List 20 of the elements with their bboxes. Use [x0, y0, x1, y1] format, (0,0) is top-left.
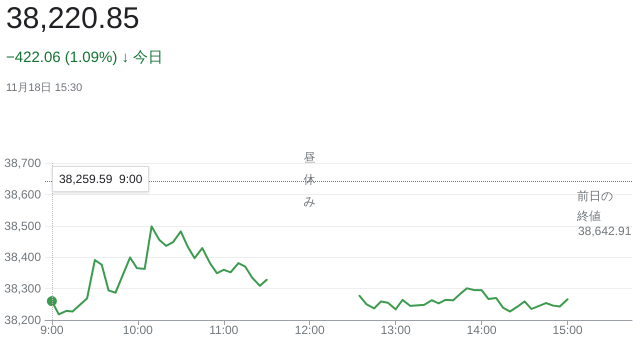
y-tick-label: 38,200: [4, 313, 42, 327]
y-tick-label: 38,700: [4, 156, 42, 170]
x-tick-label: 9:00: [40, 323, 64, 337]
y-tick-label: 38,400: [4, 250, 42, 264]
text: 11月18日 15:30: [6, 81, 82, 95]
y-tick-label: 38,600: [4, 187, 42, 202]
x-tick-label: 10:00: [122, 323, 154, 337]
annotation: 昼休み: [304, 150, 316, 208]
x-tick-label: 15:00: [552, 323, 583, 337]
x-tick-label: 14:00: [466, 323, 497, 337]
x-tick-label: 13:00: [380, 323, 411, 337]
ref-line-label: 前日の終値: [576, 188, 613, 223]
y-tick-label: 38,500: [4, 218, 42, 233]
x-tick-label: 11:00: [209, 323, 239, 337]
annotation: 38,642.91: [578, 224, 632, 238]
y-tick-label: 38,300: [4, 282, 42, 296]
chart-title: 38,220.85: [6, 2, 140, 36]
annotation: 38,259.59 9:00: [59, 172, 142, 186]
x-tick-label: 12:00: [294, 323, 326, 337]
chart-subtitle: −422.06 (1.09%) ↓ 今日: [6, 48, 164, 67]
